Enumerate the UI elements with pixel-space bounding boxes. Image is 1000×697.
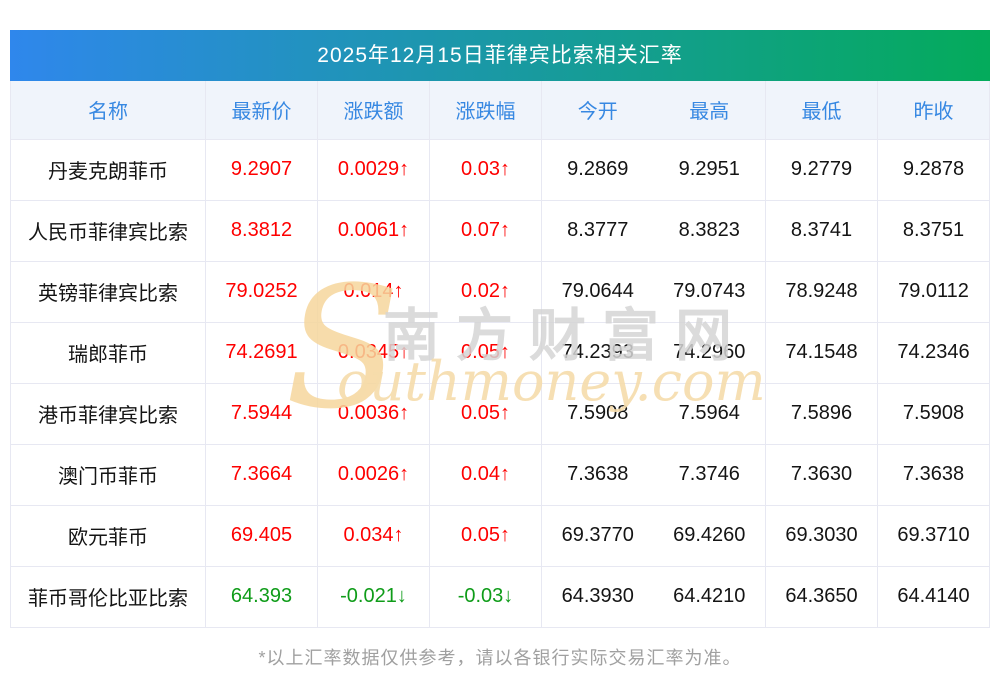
cell-last: 74.2691 [205, 322, 318, 384]
cell-name: 港币菲律宾比索 [10, 383, 206, 445]
cell-last: 7.5944 [205, 383, 318, 445]
cell-change: 0.014↑ [317, 261, 430, 323]
cell-high: 9.2951 [653, 139, 766, 201]
cell-name: 英镑菲律宾比索 [10, 261, 206, 323]
cell-high: 8.3823 [653, 200, 766, 262]
cell-open: 69.3770 [541, 505, 654, 567]
cell-open: 74.2393 [541, 322, 654, 384]
cell-name: 丹麦克朗菲币 [10, 139, 206, 201]
col-header-open: 今开 [541, 81, 654, 140]
cell-name: 人民币菲律宾比索 [10, 200, 206, 262]
cell-low: 8.3741 [765, 200, 878, 262]
col-header-change-pct: 涨跌幅 [429, 81, 542, 140]
table-row: 人民币菲律宾比索 8.3812 0.0061↑ 0.07↑ 8.3777 8.3823 8.… [10, 200, 990, 262]
cell-change-pct: 0.05↑ [429, 322, 542, 384]
cell-change-pct: 0.04↑ [429, 444, 542, 506]
cell-low: 7.5896 [765, 383, 878, 445]
cell-change-pct: 0.03↑ [429, 139, 542, 201]
cell-name: 澳门币菲币 [10, 444, 206, 506]
cell-prev-close: 74.2346 [877, 322, 990, 384]
cell-last: 69.405 [205, 505, 318, 567]
col-header-low: 最低 [765, 81, 878, 140]
col-header-last: 最新价 [205, 81, 318, 140]
cell-low: 7.3630 [765, 444, 878, 506]
cell-last: 9.2907 [205, 139, 318, 201]
cell-name: 瑞郎菲币 [10, 322, 206, 384]
col-header-name: 名称 [10, 81, 206, 140]
cell-open: 8.3777 [541, 200, 654, 262]
rates-table: 名称 最新价 涨跌额 涨跌幅 今开 最高 最低 昨收 丹麦克朗菲币 9.2907 0… [10, 81, 990, 628]
cell-change-pct: 0.02↑ [429, 261, 542, 323]
cell-change: 0.034↑ [317, 505, 430, 567]
cell-open: 9.2869 [541, 139, 654, 201]
col-header-change: 涨跌额 [317, 81, 430, 140]
cell-change-pct: -0.03↓ [429, 566, 542, 628]
table-row: 菲币哥伦比亚比索 64.393 -0.021↓ -0.03↓ 64.3930 64.421… [10, 566, 990, 628]
table-row: 丹麦克朗菲币 9.2907 0.0029↑ 0.03↑ 9.2869 9.2951 9.27… [10, 139, 990, 201]
table-row: 澳门币菲币 7.3664 0.0026↑ 0.04↑ 7.3638 7.3746 7.363… [10, 444, 990, 506]
cell-change-pct: 0.05↑ [429, 505, 542, 567]
cell-change-pct: 0.07↑ [429, 200, 542, 262]
rates-table-body: 丹麦克朗菲币 9.2907 0.0029↑ 0.03↑ 9.2869 9.2951 9.27… [10, 139, 990, 628]
cell-change: 0.0026↑ [317, 444, 430, 506]
cell-high: 64.4210 [653, 566, 766, 628]
cell-open: 64.3930 [541, 566, 654, 628]
cell-name: 菲币哥伦比亚比索 [10, 566, 206, 628]
cell-high: 74.2960 [653, 322, 766, 384]
cell-open: 79.0644 [541, 261, 654, 323]
cell-change: 0.0345↑ [317, 322, 430, 384]
cell-high: 7.5964 [653, 383, 766, 445]
cell-low: 78.9248 [765, 261, 878, 323]
cell-change: 0.0061↑ [317, 200, 430, 262]
cell-open: 7.5908 [541, 383, 654, 445]
col-header-prev-close: 昨收 [877, 81, 990, 140]
cell-change: 0.0036↑ [317, 383, 430, 445]
col-header-high: 最高 [653, 81, 766, 140]
page-title: 2025年12月15日菲律宾比索相关汇率 [10, 30, 990, 81]
table-row: 瑞郎菲币 74.2691 0.0345↑ 0.05↑ 74.2393 74.2960 74.… [10, 322, 990, 384]
cell-last: 64.393 [205, 566, 318, 628]
cell-prev-close: 79.0112 [877, 261, 990, 323]
table-header-row: 名称 最新价 涨跌额 涨跌幅 今开 最高 最低 昨收 [10, 81, 990, 140]
cell-prev-close: 8.3751 [877, 200, 990, 262]
cell-last: 79.0252 [205, 261, 318, 323]
cell-change: 0.0029↑ [317, 139, 430, 201]
cell-high: 7.3746 [653, 444, 766, 506]
table-row: 英镑菲律宾比索 79.0252 0.014↑ 0.02↑ 79.0644 79.0743 7… [10, 261, 990, 323]
cell-low: 64.3650 [765, 566, 878, 628]
table-row: 港币菲律宾比索 7.5944 0.0036↑ 0.05↑ 7.5908 7.5964 7.5… [10, 383, 990, 445]
cell-prev-close: 7.3638 [877, 444, 990, 506]
cell-low: 9.2779 [765, 139, 878, 201]
cell-open: 7.3638 [541, 444, 654, 506]
disclaimer-note: *以上汇率数据仅供参考，请以各银行实际交易汇率为准。 [258, 648, 742, 668]
cell-prev-close: 64.4140 [877, 566, 990, 628]
cell-change-pct: 0.05↑ [429, 383, 542, 445]
cell-last: 8.3812 [205, 200, 318, 262]
cell-low: 74.1548 [765, 322, 878, 384]
cell-low: 69.3030 [765, 505, 878, 567]
cell-last: 7.3664 [205, 444, 318, 506]
cell-high: 69.4260 [653, 505, 766, 567]
cell-prev-close: 7.5908 [877, 383, 990, 445]
cell-change: -0.021↓ [317, 566, 430, 628]
cell-name: 欧元菲币 [10, 505, 206, 567]
table-row: 欧元菲币 69.405 0.034↑ 0.05↑ 69.3770 69.4260 69.30… [10, 505, 990, 567]
cell-prev-close: 69.3710 [877, 505, 990, 567]
cell-prev-close: 9.2878 [877, 139, 990, 201]
exchange-rate-card: 2025年12月15日菲律宾比索相关汇率 名称 最新价 涨跌额 涨跌幅 今开 最… [10, 30, 990, 628]
cell-high: 79.0743 [653, 261, 766, 323]
